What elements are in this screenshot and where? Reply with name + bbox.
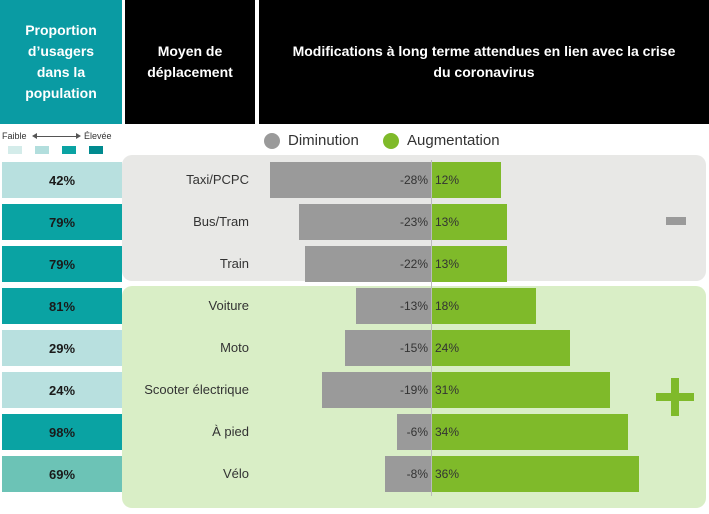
scale-swatch <box>35 146 49 154</box>
proportion-header: Proportion d’usagers dans la population <box>0 0 122 124</box>
decrease-bar <box>356 288 431 324</box>
decrease-value-label: -15% <box>399 341 428 355</box>
mode-header: Moyen de déplacement <box>125 0 255 124</box>
scale-swatch <box>89 146 103 154</box>
increase-bar <box>432 330 570 366</box>
usage-share-cell: 69% <box>2 456 122 492</box>
proportion-header-line: Proportion <box>25 22 97 38</box>
mode-header-line: déplacement <box>147 64 233 80</box>
increase-value-label: 34% <box>435 425 460 439</box>
plus-icon <box>671 378 679 416</box>
modifications-header: Modifications à long terme attendues en … <box>259 0 709 124</box>
decrease-value-label: -8% <box>406 467 428 481</box>
increase-value-label: 18% <box>435 299 460 313</box>
decrease-bar <box>304 246 431 282</box>
decrease-value-label: -22% <box>399 257 428 271</box>
scale-swatch <box>8 146 22 154</box>
category-label: À pied <box>212 424 249 439</box>
proportion-header-line: d’usagers <box>27 43 95 59</box>
increase-value-label: 12% <box>435 173 460 187</box>
scale-low-label: Faible <box>2 131 27 141</box>
decrease-value-label: -28% <box>399 173 428 187</box>
decrease-bar <box>396 414 431 450</box>
decrease-value-label: -6% <box>406 425 428 439</box>
category-label: Bus/Tram <box>193 214 249 229</box>
category-label: Train <box>219 256 249 271</box>
legend-increase-label: Augmentation <box>407 132 500 149</box>
decrease-bar <box>344 330 431 366</box>
usage-share-cell: 98% <box>2 414 122 450</box>
increase-bar <box>432 372 611 408</box>
increase-bar <box>432 456 639 492</box>
increase-bar <box>432 246 507 282</box>
increase-value-label: 13% <box>435 215 460 229</box>
decrease-bar <box>270 162 431 198</box>
mode-header-line: Moyen de <box>157 43 223 59</box>
scale-high-label: Élevée <box>84 131 112 141</box>
legend-increase-dot <box>383 133 399 149</box>
decrease-value-label: -19% <box>399 383 428 397</box>
category-label: Vélo <box>222 466 249 481</box>
increase-bar <box>432 204 507 240</box>
zero-axis <box>431 160 432 496</box>
proportion-header-line: population <box>25 85 97 101</box>
increase-value-label: 24% <box>435 341 460 355</box>
usage-share-cell: 79% <box>2 204 122 240</box>
category-label: Moto <box>220 340 249 355</box>
usage-share-cell: 42% <box>2 162 122 198</box>
decrease-value-label: -23% <box>399 215 428 229</box>
category-label: Voiture <box>208 298 249 313</box>
scale-line <box>36 136 76 137</box>
modifications-header-line: Modifications à long terme attendues en … <box>292 43 676 59</box>
decrease-value-label: -13% <box>399 299 428 313</box>
increase-value-label: 13% <box>435 257 460 271</box>
decrease-bar <box>321 372 431 408</box>
usage-share-cell: 79% <box>2 246 122 282</box>
proportion-header-line: dans la <box>36 64 86 80</box>
decrease-bar <box>385 456 431 492</box>
decrease-bar <box>298 204 431 240</box>
category-label: Taxi/PCPC <box>186 172 249 187</box>
legend-decrease-dot <box>264 133 280 149</box>
arrow-right-icon <box>76 133 81 139</box>
usage-share-cell: 81% <box>2 288 122 324</box>
legend-decrease-label: Diminution <box>288 132 359 149</box>
usage-share-cell: 29% <box>2 330 122 366</box>
arrow-left-icon <box>32 133 37 139</box>
modifications-header-line: du coronavirus <box>433 64 535 80</box>
increase-bar <box>432 288 536 324</box>
increase-value-label: 36% <box>435 467 460 481</box>
category-label: Scooter électrique <box>144 382 249 397</box>
usage-share-cell: 24% <box>2 372 122 408</box>
increase-bar <box>432 414 628 450</box>
minus-icon <box>666 217 686 225</box>
increase-bar <box>432 162 501 198</box>
scale-swatch <box>62 146 76 154</box>
increase-value-label: 31% <box>435 383 460 397</box>
